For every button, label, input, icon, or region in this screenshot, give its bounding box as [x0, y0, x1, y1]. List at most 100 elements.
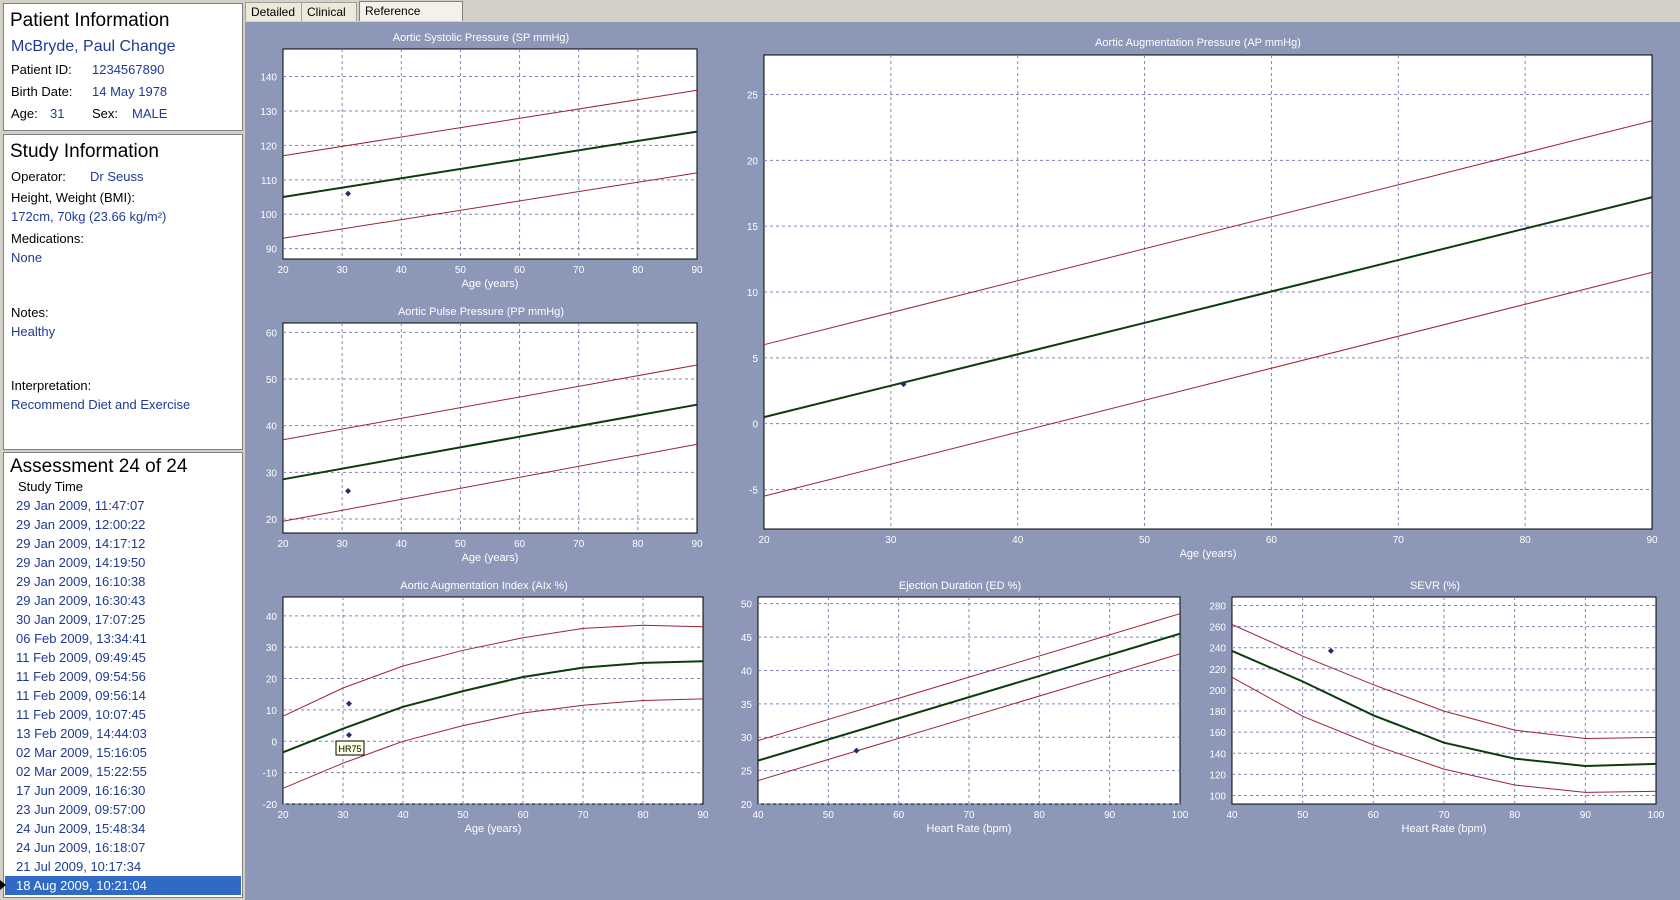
- data-point: [345, 190, 352, 197]
- study-time-item[interactable]: 29 Jan 2009, 12:00:22: [16, 517, 146, 532]
- x-tick-label: 80: [632, 539, 644, 550]
- chart-svg: Aortic Augmentation Pressure (AP mmHg) 20…: [747, 37, 1658, 560]
- x-tick-label: 60: [893, 810, 905, 821]
- patient-info-panel: Patient Information McBryde, Paul Change…: [3, 3, 243, 131]
- x-tick-label: 70: [573, 539, 585, 550]
- study-time-item[interactable]: 18 Aug 2009, 10:21:04: [0, 876, 241, 895]
- y-tick-label: 40: [741, 666, 753, 677]
- study-time-item[interactable]: 24 Jun 2009, 15:48:34: [16, 821, 146, 836]
- x-tick-label: 50: [455, 265, 467, 276]
- study-time-item[interactable]: 11 Feb 2009, 09:49:45: [16, 650, 146, 665]
- study-time-item[interactable]: 23 Jun 2009, 09:57:00: [16, 802, 146, 817]
- series-line-upper: [282, 364, 698, 441]
- chart-title: Aortic Augmentation Index (AIx %): [400, 580, 568, 592]
- assessment-panel: Assessment 24 of 24 Study Time: [3, 452, 243, 898]
- x-axis-label: Age (years): [465, 823, 522, 835]
- notes-value: Healthy: [11, 324, 56, 339]
- series-line-upper: [282, 624, 704, 717]
- y-tick-label: 15: [747, 222, 759, 233]
- x-tick-label: 50: [1297, 810, 1309, 821]
- study-time-item[interactable]: 02 Mar 2009, 15:22:55: [16, 764, 147, 779]
- patient-info-heading: Patient Information: [10, 10, 170, 31]
- age-label: Age:: [11, 106, 38, 121]
- x-tick-label: 40: [752, 810, 764, 821]
- y-tick-label: -5: [749, 486, 758, 497]
- x-tick-label: 90: [1104, 810, 1116, 821]
- study-time-item[interactable]: 30 Jan 2009, 17:07:25: [16, 612, 146, 627]
- study-time-list[interactable]: 29 Jan 2009, 11:47:07 29 Jan 2009, 12:00:…: [0, 496, 241, 895]
- y-tick-label: 220: [1209, 665, 1226, 676]
- study-time-item[interactable]: 13 Feb 2009, 14:44:03: [16, 726, 147, 741]
- x-tick-label: 80: [632, 265, 644, 276]
- x-tick-label: 20: [277, 265, 289, 276]
- study-time-item[interactable]: 24 Jun 2009, 16:18:07: [16, 840, 146, 855]
- operator-value: Dr Seuss: [90, 169, 144, 184]
- data-point: [853, 747, 860, 754]
- chart-svg: Ejection Duration (ED %) 40 50 60 70 80 90 100 2…: [741, 580, 1189, 835]
- y-tick-label: 130: [260, 107, 277, 118]
- plot-area: [282, 322, 698, 534]
- y-tick-label: 100: [260, 210, 277, 221]
- tab-reference-range[interactable]: Reference Range: [359, 1, 463, 36]
- y-tick-label: -20: [263, 800, 278, 811]
- interpretation-label: Interpretation:: [11, 378, 92, 393]
- y-tick-label: 0: [752, 420, 758, 431]
- study-time-item[interactable]: 17 Jun 2009, 16:16:30: [16, 783, 146, 798]
- y-tick-label: 110: [261, 176, 277, 187]
- data-point: [900, 381, 907, 388]
- x-axis-label: Heart Rate (bpm): [1402, 823, 1487, 835]
- study-time-item[interactable]: 29 Jan 2009, 16:10:38: [16, 574, 146, 589]
- y-tick-label: 20: [266, 515, 278, 526]
- study-time-item[interactable]: 11 Feb 2009, 10:07:45: [16, 707, 146, 722]
- x-tick-label: 80: [1509, 810, 1521, 821]
- series-line-mean: [757, 632, 1181, 762]
- series-line-mean: [282, 130, 698, 198]
- y-tick-label: 180: [1209, 707, 1226, 718]
- annotation-box: [335, 740, 365, 756]
- series-line-upper: [1231, 624, 1657, 740]
- tab-clinical[interactable]: Clinical: [301, 2, 357, 21]
- series-line-lower: [1231, 676, 1657, 793]
- chart-sevr: SEVR (%) 40 50 60 70 80 90 100 100 120 140 160 180 20…: [1200, 575, 1670, 842]
- study-time-item[interactable]: 21 Jul 2009, 10:17:34: [16, 859, 142, 874]
- series-line-lower: [763, 271, 1653, 497]
- study-time-item[interactable]: 29 Jan 2009, 14:17:12: [16, 536, 146, 551]
- study-time-item[interactable]: 29 Jan 2009, 11:47:07: [16, 498, 145, 513]
- series-line-mean: [763, 196, 1653, 419]
- x-tick-label: 100: [1172, 810, 1189, 821]
- y-tick-label: 45: [741, 633, 753, 644]
- x-tick-label: 60: [1368, 810, 1380, 821]
- sex-value: MALE: [132, 106, 168, 121]
- x-tick-label: 50: [1139, 535, 1151, 546]
- study-time-item[interactable]: 06 Feb 2009, 13:34:41: [16, 631, 147, 646]
- study-time-item[interactable]: 11 Feb 2009, 09:54:56: [16, 669, 146, 684]
- study-time-item[interactable]: 11 Feb 2009, 09:56:14: [16, 688, 146, 703]
- patient-id-value: 1234567890: [92, 62, 165, 77]
- tab-detailed[interactable]: Detailed: [245, 2, 302, 21]
- patient-name: McBryde, Paul Change: [11, 38, 176, 55]
- x-tick-label: 50: [455, 539, 467, 550]
- y-tick-label: 35: [741, 700, 753, 711]
- x-tick-label: 80: [1034, 810, 1046, 821]
- x-tick-label: 60: [514, 539, 526, 550]
- data-point: [346, 700, 352, 707]
- x-axis-label: Age (years): [462, 278, 519, 290]
- y-tick-label: 100: [1209, 792, 1226, 803]
- study-time-item[interactable]: 02 Mar 2009, 15:16:05: [16, 745, 147, 760]
- series-line-upper: [282, 89, 698, 157]
- y-tick-label: 20: [747, 156, 759, 167]
- chart-pulse-pressure: Aortic Pulse Pressure (PP mmHg) 20 30 40 50 6…: [251, 301, 711, 571]
- height-weight-value: 172cm, 70kg (23.66 kg/m²): [11, 209, 167, 224]
- chart-augmentation-index: Aortic Augmentation Index (AIx %) 20 30 40 5…: [251, 575, 717, 842]
- study-time-item[interactable]: 29 Jan 2009, 14:19:50: [16, 555, 146, 570]
- annotation-label: HR75: [338, 744, 361, 754]
- y-tick-label: 30: [266, 643, 278, 654]
- chart-title: SEVR (%): [1410, 580, 1460, 592]
- x-tick-label: 80: [637, 810, 649, 821]
- x-tick-label: 60: [1266, 535, 1278, 546]
- x-tick-label: 100: [1648, 810, 1665, 821]
- y-tick-label: 10: [747, 288, 759, 299]
- study-time-item[interactable]: 29 Jan 2009, 16:30:43: [16, 593, 146, 608]
- x-tick-label: 40: [1012, 535, 1024, 546]
- y-tick-label: 10: [266, 706, 278, 717]
